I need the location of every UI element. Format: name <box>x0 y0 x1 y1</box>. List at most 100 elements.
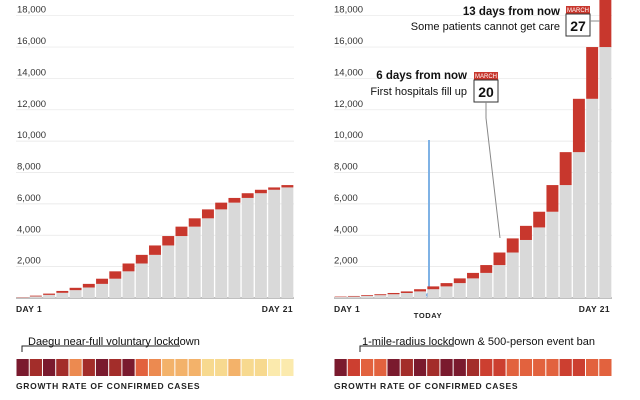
left-bar-new-cases <box>228 197 241 203</box>
left-bar-existing-cases <box>149 254 161 298</box>
right-bar-existing-cases <box>572 152 585 298</box>
left-bar-existing-cases <box>241 197 254 298</box>
left-bar-existing-cases <box>281 187 294 298</box>
left-bar-existing-cases <box>82 287 95 298</box>
right-bar-new-cases <box>467 272 479 279</box>
left-growth-rate-cell <box>29 359 42 376</box>
right-bar-new-cases <box>400 291 413 293</box>
right-bar-new-cases <box>440 283 453 287</box>
left-growth-rate-cell <box>82 359 95 376</box>
right-chart-panel: 18,000 16,000 14,000 12,000 10,000 8,000 6,000… <box>334 0 612 391</box>
right-growth-rate-cell <box>413 359 427 376</box>
left-bar-new-cases <box>29 295 42 297</box>
left-growth-rate-cell <box>162 359 175 376</box>
right-growth-rate-cell <box>572 359 586 376</box>
left-y-tick-label: 14,000 <box>17 67 46 78</box>
right-growth-rate-cell <box>599 359 612 376</box>
right-bar-new-cases <box>493 252 506 266</box>
right-bar-new-cases <box>427 286 440 290</box>
left-bar-existing-cases <box>215 209 228 298</box>
right-growth-rate-cell <box>347 359 360 376</box>
left-bar-existing-cases <box>122 271 135 298</box>
left-growth-rate-cell <box>16 359 29 376</box>
right-bar-existing-cases <box>414 291 427 298</box>
right-growth-rate-cell <box>519 359 533 376</box>
right-y-tick-label: 2,000 <box>334 256 358 267</box>
left-bar-new-cases <box>69 287 82 291</box>
today-label: TODAY <box>414 311 442 320</box>
right-bar-existing-cases <box>519 239 532 298</box>
right-x-start-label: DAY 1 <box>334 304 360 314</box>
annotation-27-text: Some patients cannot get care <box>411 21 560 33</box>
calendar-20-day: 20 <box>478 84 494 100</box>
right-bar-existing-cases <box>400 292 413 298</box>
right-bar-new-cases <box>361 295 374 296</box>
left-bar-new-cases <box>43 293 56 295</box>
right-growth-rate-cell <box>453 359 466 376</box>
right-growth-rate-cell <box>466 359 480 376</box>
left-growth-rate-cell <box>201 359 215 376</box>
left-growth-rate-cell <box>56 359 69 376</box>
right-growth-rate-cell <box>546 359 559 376</box>
left-bar-existing-cases <box>268 189 281 298</box>
left-bar-existing-cases <box>201 218 214 298</box>
left-bar-new-cases <box>281 185 294 188</box>
left-growth-rate-cell <box>122 359 135 376</box>
left-bar-existing-cases <box>188 226 201 298</box>
left-bar-existing-cases <box>109 278 122 298</box>
right-bar-new-cases <box>387 292 400 295</box>
right-bar-existing-cases <box>427 289 440 298</box>
left-y-tick-label: 4,000 <box>17 224 41 235</box>
left-chart-panel: 18,000 16,000 14,000 12,000 10,000 8,000 6,000… <box>16 5 294 391</box>
right-bar-existing-cases <box>374 295 387 298</box>
left-bar-new-cases <box>268 187 281 190</box>
right-y-tick-label: 6,000 <box>334 193 358 204</box>
left-growth-rate-cell <box>135 359 148 376</box>
annotation-20-leader <box>485 102 501 239</box>
left-bar-new-cases <box>201 209 214 219</box>
right-bar-existing-cases <box>440 286 453 298</box>
left-bar-new-cases <box>254 189 267 194</box>
left-growth-rate-cell <box>95 359 109 376</box>
calendar-27-day: 27 <box>570 18 586 34</box>
right-bar-new-cases <box>586 47 599 99</box>
left-growth-rate-cell <box>241 359 254 376</box>
right-growth-rate-cell <box>387 359 400 376</box>
right-bar-existing-cases <box>546 211 559 298</box>
right-growth-rate-cell <box>480 359 493 376</box>
right-growth-rate-cell <box>427 359 440 376</box>
left-growth-rate-cell <box>69 359 82 376</box>
right-growth-rate-cell <box>533 359 546 376</box>
left-growth-rate-cell <box>228 359 241 376</box>
left-lockdown-label: Daegu near-full voluntary lockdown <box>28 336 200 348</box>
left-y-tick-label: 18,000 <box>17 5 46 16</box>
left-bar-existing-cases <box>43 294 56 298</box>
right-bar-new-cases <box>374 294 387 296</box>
right-bar-existing-cases <box>387 294 400 298</box>
right-growth-rate-cell <box>559 359 572 376</box>
left-growth-rate-cell <box>254 359 268 376</box>
left-bar-new-cases <box>109 271 122 279</box>
left-x-start-label: DAY 1 <box>16 304 42 314</box>
annotation-20-headline: 6 days from now <box>376 70 467 82</box>
annotation-27-headline: 13 days from now <box>463 6 560 18</box>
right-bar-new-cases <box>559 152 572 186</box>
left-bar-existing-cases <box>162 245 175 298</box>
left-bar-new-cases <box>96 278 109 284</box>
left-bar-existing-cases <box>69 290 82 298</box>
left-bar-existing-cases <box>254 193 267 298</box>
right-y-tick-label: 14,000 <box>334 67 363 78</box>
left-y-tick-label: 6,000 <box>17 193 41 204</box>
calendar-20-month: MARCH <box>475 74 497 80</box>
right-bar-existing-cases <box>533 227 546 298</box>
right-bar-existing-cases <box>347 296 360 298</box>
right-bar-existing-cases <box>506 252 519 298</box>
right-bar-new-cases <box>572 98 585 153</box>
right-bar-new-cases <box>480 265 493 273</box>
right-bar-new-cases <box>546 185 559 212</box>
left-growth-rate-cell <box>42 359 56 376</box>
right-growth-rate-cell <box>493 359 506 376</box>
left-bar-new-cases <box>188 218 201 227</box>
left-growth-rate-cell <box>175 359 188 376</box>
right-y-tick-label: 12,000 <box>334 99 363 110</box>
